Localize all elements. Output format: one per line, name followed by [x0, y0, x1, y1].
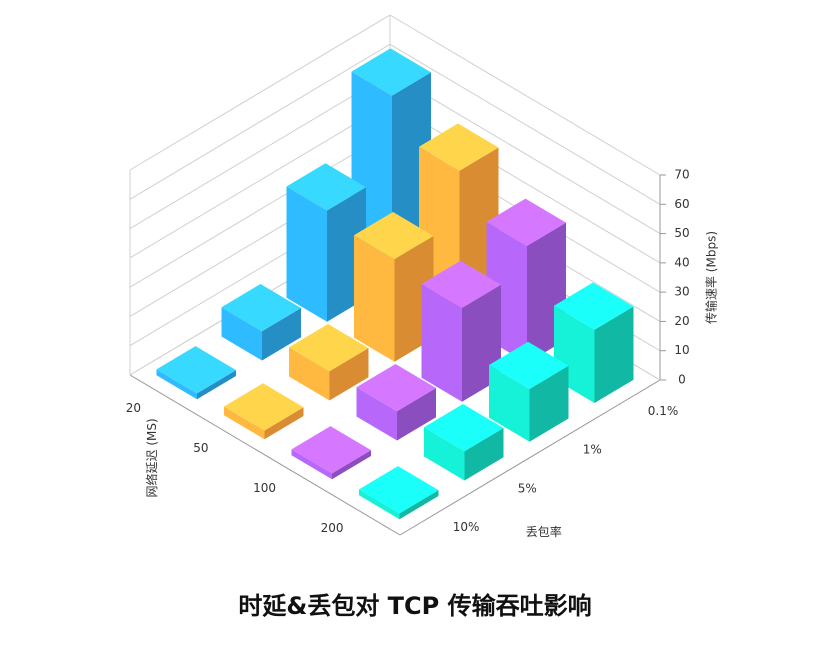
x-tick-label: 20 [126, 401, 141, 415]
grid-line [389, 102, 661, 264]
bar-face-top [419, 123, 499, 171]
bar-face-right [594, 306, 634, 403]
bar-face-right [264, 407, 304, 440]
bar-face-left [424, 427, 465, 481]
bar-face-left [356, 387, 397, 441]
bar-face-right [329, 347, 369, 401]
z-tick-label: 30 [674, 285, 689, 299]
bar-face-left [359, 489, 400, 520]
grid-line [389, 43, 661, 205]
bar [424, 403, 504, 481]
bar-face-top [359, 466, 439, 514]
bar-face-right [529, 365, 569, 442]
bar-face-left [286, 186, 327, 322]
z-tick-label: 20 [674, 314, 689, 328]
bar-face-left [156, 369, 197, 400]
chart-title: 时延&丢包对 TCP 传输吞吐影响 [238, 592, 591, 620]
bar [221, 283, 301, 361]
z-tick-label: 60 [674, 197, 689, 211]
bar-face-right [197, 370, 236, 400]
bar-face-top [421, 260, 501, 309]
grid-line [129, 43, 391, 200]
bar [359, 466, 439, 520]
bar-face-left [221, 307, 262, 361]
y-tick-label: 1% [583, 443, 602, 457]
x-tick-label: 200 [321, 521, 344, 535]
grid-line [389, 14, 661, 176]
bar-face-top [286, 163, 366, 211]
grid-line [129, 102, 391, 259]
bar-face-top [554, 282, 634, 330]
z-tick-label: 0 [678, 373, 686, 387]
bar-face-top [356, 363, 436, 412]
bar [489, 341, 569, 442]
z-tick-label: 40 [674, 255, 689, 269]
z-tick-label: 70 [674, 168, 689, 182]
bar-face-top [424, 403, 504, 452]
bar-face-top [486, 198, 566, 246]
bar-face-right [332, 450, 371, 480]
bar [291, 426, 371, 480]
bar-face-right [397, 387, 436, 441]
bar-face-right [399, 490, 439, 520]
bar-face-top [289, 323, 369, 372]
bar-face-top [224, 383, 304, 431]
bar-face-top [221, 283, 301, 332]
bar-face-top [351, 48, 431, 96]
grid-line [389, 73, 661, 235]
bar-face-top [354, 212, 434, 260]
floor-edge [399, 379, 661, 536]
bar-face-left [291, 449, 332, 480]
y-tick-label: 5% [518, 481, 537, 495]
y-tick-label: 0.1% [648, 404, 679, 418]
bar [156, 346, 236, 400]
bar-face-left [489, 365, 530, 442]
z-tick-label: 50 [674, 226, 689, 240]
z-axis-title: 传输速率 (Mbps) [704, 231, 719, 324]
y-axis-title: 丢包率 [526, 524, 562, 539]
bar [356, 363, 436, 441]
bar-face-right [262, 307, 301, 361]
bar-face-left [289, 347, 330, 401]
floor-edge [129, 374, 401, 536]
bar-face-top [291, 426, 371, 474]
bar-face-left [421, 284, 462, 402]
bar-face-right [464, 427, 504, 481]
bar-face-top [489, 341, 569, 390]
bar-face-left [224, 406, 265, 440]
bar-face-left [354, 235, 395, 362]
z-tick-label: 10 [674, 343, 689, 357]
grid-line [129, 73, 391, 230]
grid-line [129, 131, 391, 288]
x-axis-title: 网络延迟 (MS) [144, 418, 159, 497]
bar [289, 323, 369, 401]
x-tick-label: 50 [193, 441, 208, 455]
y-tick-label: 10% [453, 520, 480, 534]
bar [224, 383, 304, 440]
grid-line [129, 14, 391, 171]
x-tick-label: 100 [253, 481, 276, 495]
bar-face-top [156, 346, 236, 394]
